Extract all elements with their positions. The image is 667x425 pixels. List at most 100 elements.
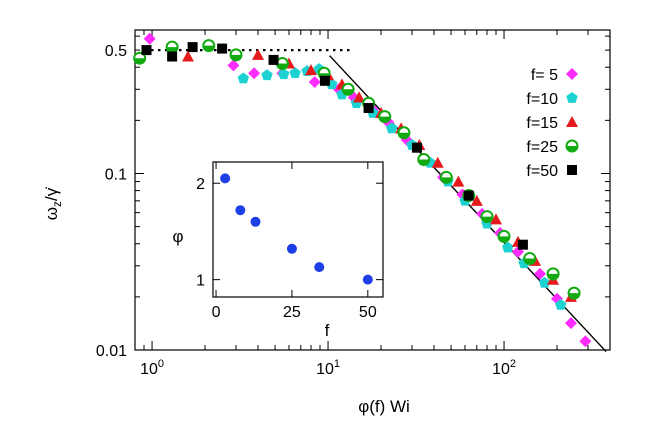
data-point bbox=[278, 68, 290, 80]
y-tick-label: 0.01 bbox=[96, 343, 127, 360]
data-point-half bbox=[398, 132, 410, 139]
data-point bbox=[289, 67, 301, 79]
data-point-half bbox=[230, 54, 242, 61]
y-tick-label: 0.5 bbox=[105, 43, 127, 60]
inset-y-tick-label: 2 bbox=[196, 176, 205, 193]
data-point bbox=[567, 286, 581, 300]
data-point bbox=[397, 126, 411, 140]
inset-plot: 0 25 50 1 2 f φ bbox=[172, 161, 384, 340]
data-point bbox=[497, 229, 511, 243]
data-point bbox=[252, 48, 265, 60]
data-point bbox=[502, 241, 514, 253]
axis-labels: φ(f) Wi ωz/γ̇ bbox=[42, 187, 410, 416]
data-point-half bbox=[568, 293, 580, 299]
x-tick-label: 101 bbox=[316, 358, 340, 378]
inset-x-tick-label: 25 bbox=[283, 304, 301, 321]
data-point-half bbox=[134, 58, 146, 64]
legend-label: f=10 bbox=[526, 91, 558, 108]
inset-data-point bbox=[235, 205, 246, 216]
inset-x-tick-label: 50 bbox=[359, 304, 377, 321]
data-point bbox=[167, 51, 178, 62]
inset-y-label: φ bbox=[172, 227, 183, 246]
data-point bbox=[217, 43, 228, 54]
series-f25 bbox=[133, 39, 581, 300]
data-point-half bbox=[166, 47, 178, 53]
data-point bbox=[304, 64, 317, 76]
data-point bbox=[308, 75, 321, 88]
data-point-half bbox=[547, 273, 559, 280]
data-point bbox=[268, 54, 279, 65]
data-point bbox=[579, 335, 592, 348]
y-axis-label-tail: /γ̇ bbox=[42, 187, 61, 201]
inset-x-label: f bbox=[325, 321, 330, 340]
y-axis-label-main: ω bbox=[42, 207, 61, 220]
data-point-half bbox=[418, 159, 430, 166]
data-point bbox=[411, 142, 422, 153]
data-point bbox=[538, 276, 551, 288]
legend-marker bbox=[566, 116, 578, 127]
x-tick-label: 100 bbox=[140, 358, 164, 378]
data-point bbox=[248, 67, 261, 80]
plot-frame bbox=[134, 29, 611, 351]
data-point-half bbox=[276, 63, 288, 69]
legend-marker bbox=[565, 139, 579, 153]
data-point bbox=[229, 48, 243, 62]
data-point bbox=[141, 45, 152, 56]
data-point bbox=[555, 298, 567, 310]
data-point bbox=[431, 156, 444, 168]
series-f50 bbox=[141, 42, 528, 250]
data-point bbox=[564, 317, 577, 330]
data-point bbox=[237, 72, 250, 84]
data-point bbox=[517, 239, 528, 250]
data-point bbox=[341, 82, 355, 96]
inset-data-point bbox=[250, 216, 261, 227]
data-point-half bbox=[524, 258, 536, 264]
inset-y-tick-label: 1 bbox=[196, 273, 205, 290]
data-point-half bbox=[203, 45, 215, 52]
data-point bbox=[261, 69, 273, 81]
inset-data-point bbox=[220, 173, 231, 184]
legend-label: f=50 bbox=[526, 163, 558, 180]
svg-text:ωz/γ̇: ωz/γ̇ bbox=[42, 187, 64, 221]
data-point-half bbox=[342, 89, 354, 95]
data-point bbox=[133, 51, 147, 65]
data-point bbox=[470, 194, 483, 206]
y-axis-label: ωz/γ̇ bbox=[42, 187, 64, 221]
inset-data-point bbox=[286, 243, 297, 254]
data-point bbox=[452, 175, 465, 187]
x-axis-label: φ(f) Wi bbox=[358, 397, 410, 416]
legend-marker bbox=[566, 68, 578, 80]
data-point bbox=[439, 170, 453, 184]
data-point bbox=[275, 56, 289, 70]
data-point-half bbox=[481, 216, 493, 223]
data-point bbox=[386, 122, 398, 134]
data-point bbox=[378, 110, 392, 124]
legend-label: f=25 bbox=[526, 139, 558, 156]
legend-marker bbox=[567, 165, 577, 175]
data-point bbox=[489, 213, 502, 225]
data-point bbox=[181, 50, 194, 62]
data-point bbox=[463, 190, 474, 201]
y-tick-label: 0.1 bbox=[105, 166, 127, 183]
y-axis-label-sub: z bbox=[50, 201, 64, 207]
data-point bbox=[143, 32, 156, 45]
legend-label: f=15 bbox=[526, 115, 558, 132]
data-point-half bbox=[379, 116, 391, 123]
legend-marker-half bbox=[566, 146, 578, 152]
inset-data-point bbox=[362, 274, 373, 285]
data-point bbox=[353, 91, 366, 103]
data-point-half bbox=[440, 177, 452, 183]
data-point bbox=[227, 59, 240, 72]
data-point bbox=[546, 267, 560, 281]
data-point bbox=[165, 40, 179, 54]
inset-data-point bbox=[314, 262, 325, 273]
series-f10 bbox=[237, 63, 567, 310]
legend-label: f= 5 bbox=[531, 67, 558, 84]
legend-marker bbox=[566, 92, 578, 103]
data-point bbox=[417, 153, 431, 167]
x-tick-label: 102 bbox=[492, 358, 516, 378]
inset-x-tick-label: 0 bbox=[212, 304, 221, 321]
inset-frame bbox=[212, 161, 384, 298]
data-point bbox=[363, 102, 374, 113]
